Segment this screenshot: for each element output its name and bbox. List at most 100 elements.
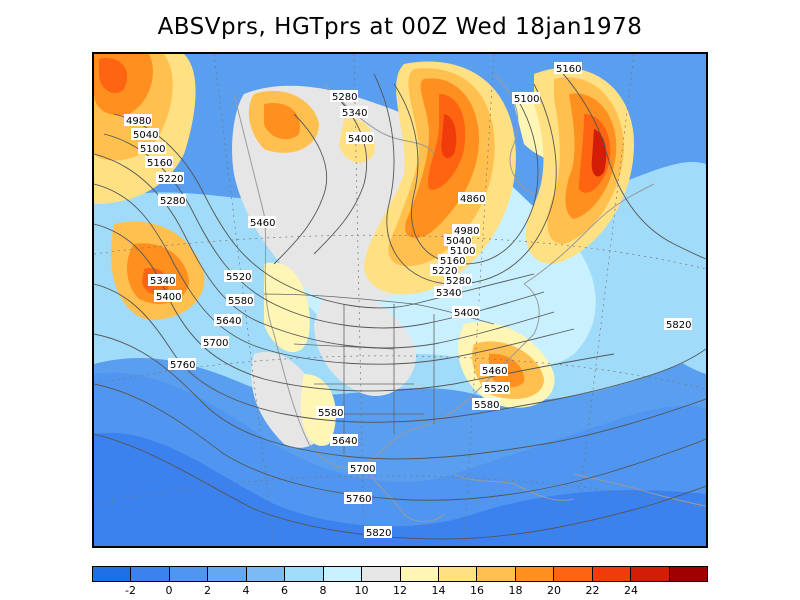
colorbar-tick-label: 12	[393, 584, 407, 597]
svg-text:5460: 5460	[482, 366, 507, 377]
contour-label: 5700	[348, 462, 376, 475]
svg-text:5040: 5040	[133, 130, 158, 141]
svg-text:5400: 5400	[454, 308, 479, 319]
colorbar-tick-label: 14	[431, 584, 446, 597]
colorbar-tick-label: 22	[585, 584, 600, 597]
colorbar-tick-label: 4	[242, 584, 250, 597]
colorbar-bin	[131, 567, 170, 581]
svg-text:5280: 5280	[332, 92, 357, 103]
contour-label: 5760	[168, 358, 196, 371]
colorbar-bin	[631, 567, 670, 581]
colorbar-bin	[169, 567, 209, 581]
svg-text:4860: 4860	[460, 194, 485, 205]
contour-label: 5340	[434, 286, 462, 299]
svg-text:5100: 5100	[450, 246, 475, 257]
colorbar-bin	[592, 567, 632, 581]
colorbar-bin	[515, 567, 555, 581]
colorbar-bin	[438, 567, 478, 581]
contour-label: 5640	[330, 434, 358, 447]
svg-text:5040: 5040	[446, 236, 471, 247]
contour-label: 5280	[444, 274, 472, 287]
svg-text:5580: 5580	[228, 296, 253, 307]
svg-text:5580: 5580	[474, 400, 499, 411]
svg-text:4980: 4980	[454, 226, 479, 237]
contour-label: 5460	[480, 364, 508, 377]
colorbar-bin	[400, 567, 439, 581]
contour-label: 5760	[344, 492, 372, 505]
contour-label: 5580	[316, 406, 344, 419]
colorbar-bin	[477, 567, 516, 581]
contour-label: 5100	[448, 244, 476, 257]
svg-text:5280: 5280	[160, 196, 185, 207]
colorbar-tick-label: 16	[470, 584, 484, 597]
map-panel: 4980 5040 5100 5160 5220 5280 5340 5400 …	[92, 52, 708, 548]
contour-label: 5160	[554, 62, 582, 75]
svg-text:5400: 5400	[156, 292, 181, 303]
svg-text:5100: 5100	[140, 144, 165, 155]
contour-label: 5280	[330, 90, 358, 103]
svg-text:5820: 5820	[666, 320, 691, 331]
svg-text:5160: 5160	[556, 64, 581, 75]
contour-label: 5160	[145, 156, 173, 169]
svg-text:5280: 5280	[446, 276, 471, 287]
map-title: ABSVprs, HGTprs at 00Z Wed 18jan1978	[157, 14, 643, 40]
contour-label: 5580	[472, 398, 500, 411]
contour-label: 5520	[224, 270, 252, 283]
contour-label: 5100	[138, 142, 166, 155]
contour-label: 5340	[340, 106, 368, 119]
contour-label: 5520	[482, 382, 510, 395]
colorbar-bin	[285, 567, 324, 581]
svg-text:5340: 5340	[436, 288, 461, 299]
contour-label: 5640	[214, 314, 242, 327]
svg-text:4980: 4980	[126, 116, 151, 127]
svg-text:5220: 5220	[158, 174, 183, 185]
colorbar-bin	[323, 567, 363, 581]
contour-label: 4860	[458, 192, 486, 205]
colorbar-tick-label: 18	[508, 584, 523, 597]
svg-text:5580: 5580	[318, 408, 343, 419]
contour-label: 5400	[346, 132, 374, 145]
contour-label: 5460	[248, 216, 276, 229]
colorbar-bin	[554, 567, 593, 581]
contour-label: 5580	[226, 294, 254, 307]
colorbar-tick-label: 10	[354, 584, 369, 597]
colorbar-tick-label: 20	[547, 584, 561, 597]
colorbar	[92, 566, 708, 582]
svg-text:5520: 5520	[484, 384, 509, 395]
svg-text:5700: 5700	[203, 338, 228, 349]
colorbar-bin	[362, 567, 401, 581]
contour-label: 5160	[438, 254, 466, 267]
contour-label: 4980	[452, 224, 480, 237]
colorbar-tick-label: 8	[319, 584, 327, 597]
contour-label: 5400	[154, 290, 182, 303]
contour-label: 5280	[158, 194, 186, 207]
colorbar-bin	[208, 567, 247, 581]
colorbar-bin	[246, 567, 286, 581]
svg-text:5760: 5760	[346, 494, 371, 505]
contour-label: 5040	[131, 128, 159, 141]
svg-text:5100: 5100	[514, 94, 539, 105]
svg-text:5640: 5640	[216, 316, 241, 327]
contour-label: 4980	[124, 114, 152, 127]
svg-text:5220: 5220	[432, 266, 457, 277]
svg-text:5160: 5160	[147, 158, 172, 169]
svg-text:5640: 5640	[332, 436, 357, 447]
contour-label: 5100	[512, 92, 540, 105]
colorbar-tick-label: -2	[125, 584, 136, 597]
colorbar-tick-label: 6	[281, 584, 288, 597]
contour-label: 5040	[444, 234, 472, 247]
svg-text:5460: 5460	[250, 218, 275, 229]
colorbar-bin	[669, 567, 707, 581]
contour-label: 5820	[664, 318, 692, 331]
svg-text:5700: 5700	[350, 464, 375, 475]
svg-text:5340: 5340	[150, 276, 175, 287]
svg-text:5760: 5760	[170, 360, 195, 371]
contour-label: 5700	[201, 336, 229, 349]
colorbar-tick-label: 0	[165, 584, 173, 597]
svg-text:5820: 5820	[366, 528, 391, 539]
contour-label: 5340	[148, 274, 176, 287]
colorbar-tick-label: 2	[204, 584, 211, 597]
contour-label: 5220	[156, 172, 184, 185]
contour-label: 5220	[430, 264, 458, 277]
map-canvas: 4980 5040 5100 5160 5220 5280 5340 5400 …	[94, 54, 706, 546]
